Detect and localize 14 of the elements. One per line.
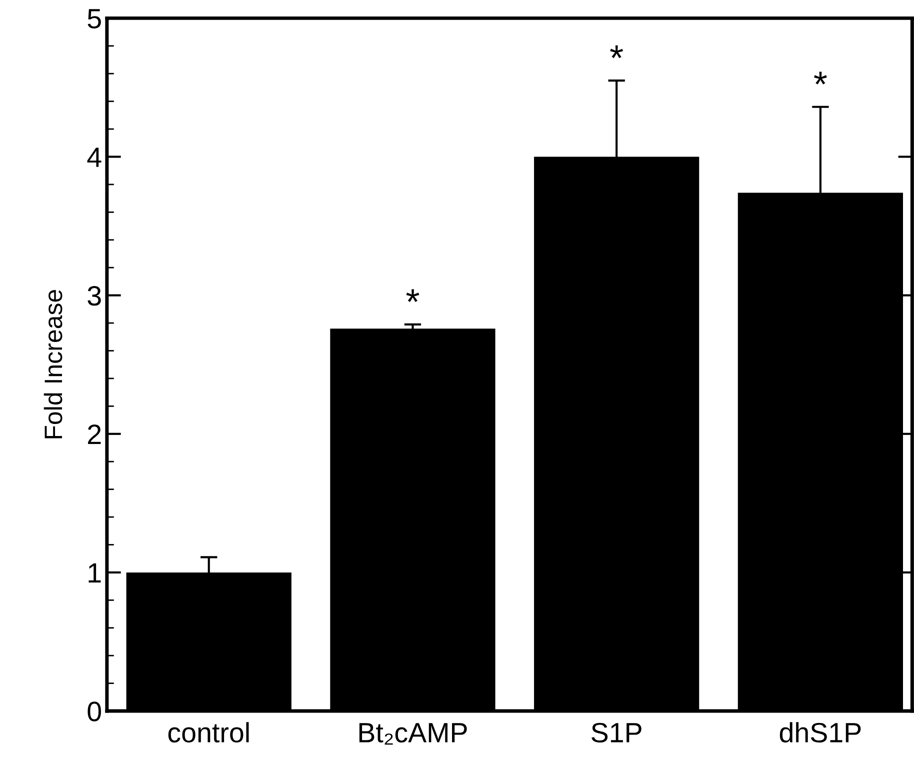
annotation: * <box>406 289 420 302</box>
annotation: * <box>814 72 827 84</box>
x-tick-label: Bt₂cAMP <box>359 723 467 745</box>
y-tick-label: 4 <box>87 148 102 167</box>
x-tick-label: S1P <box>592 722 642 743</box>
y-tick-label: 3 <box>88 286 101 306</box>
y-tick-label: 0 <box>88 702 101 722</box>
y-tick-label: 5 <box>88 9 101 29</box>
y-tick-label: 2 <box>88 424 101 444</box>
annotation: * <box>610 45 624 58</box>
x-tick-label: control <box>168 722 249 743</box>
y-axis-title: Fold Increase <box>44 290 62 438</box>
y-tick-label: 1 <box>88 563 101 583</box>
x-tick-label: dhS1P <box>780 722 861 743</box>
